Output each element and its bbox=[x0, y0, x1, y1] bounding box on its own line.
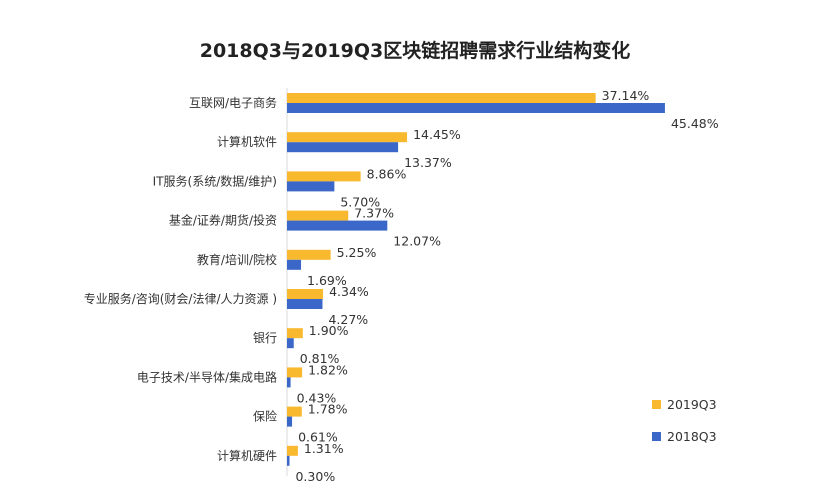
data-label-2018Q3: 0.81% bbox=[300, 351, 340, 366]
category-label: 基金/证券/期货/投资 bbox=[169, 213, 277, 228]
data-label-2018Q3: 4.27% bbox=[328, 312, 368, 327]
legend-label-2019Q3: 2019Q3 bbox=[667, 397, 717, 412]
category-label: 电子技术/半导体/集成电路 bbox=[137, 369, 277, 384]
chart-title: 2018Q3与2019Q3区块链招聘需求行业结构变化 bbox=[199, 40, 631, 62]
data-label-2019Q3: 7.37% bbox=[354, 206, 394, 221]
data-label-2019Q3: 1.78% bbox=[308, 402, 348, 417]
bar-2018Q3 bbox=[287, 259, 302, 270]
data-label-2019Q3: 1.90% bbox=[309, 323, 349, 338]
bar-2019Q3 bbox=[287, 367, 303, 378]
data-label-2019Q3: 1.31% bbox=[304, 441, 344, 456]
bar-2018Q3 bbox=[287, 416, 293, 427]
data-label-2018Q3: 45.48% bbox=[671, 116, 719, 131]
bar-2019Q3 bbox=[287, 93, 596, 103]
bar-2019Q3 bbox=[287, 445, 298, 456]
data-label-2019Q3: 37.14% bbox=[602, 88, 650, 103]
bar-2018Q3 bbox=[287, 455, 290, 466]
bar-2019Q3 bbox=[287, 210, 349, 221]
legend-swatch-2018Q3 bbox=[652, 432, 661, 441]
data-label-2019Q3: 5.25% bbox=[337, 245, 377, 260]
category-label: 银行 bbox=[253, 331, 277, 345]
bar-2018Q3 bbox=[287, 103, 665, 113]
bar-2019Q3 bbox=[287, 171, 361, 182]
bar-2018Q3 bbox=[287, 338, 294, 349]
data-label-2019Q3: 8.86% bbox=[367, 166, 407, 181]
data-label-2018Q3: 0.43% bbox=[297, 390, 337, 405]
data-label-2019Q3: 14.45% bbox=[413, 127, 461, 142]
data-label-2018Q3: 12.07% bbox=[393, 234, 441, 249]
category-label: 专业服务/咨询(财会/法律/人力资源 ) bbox=[84, 291, 277, 306]
data-label-2018Q3: 0.30% bbox=[295, 469, 335, 484]
data-label-2018Q3: 5.70% bbox=[340, 194, 380, 209]
data-label-2018Q3: 1.69% bbox=[307, 273, 347, 288]
bar-2018Q3 bbox=[287, 181, 335, 192]
category-label: 计算机软件 bbox=[217, 134, 277, 149]
data-label-2019Q3: 1.82% bbox=[308, 362, 348, 377]
category-label: IT服务(系统/数据/维护) bbox=[153, 173, 277, 188]
category-label: 教育/培训/院校 bbox=[197, 252, 277, 267]
legend-label-2018Q3: 2018Q3 bbox=[667, 429, 717, 444]
bar-2019Q3 bbox=[287, 406, 302, 417]
bar-2018Q3 bbox=[287, 220, 388, 231]
bar-2019Q3 bbox=[287, 132, 408, 143]
data-label-2018Q3: 13.37% bbox=[404, 155, 452, 170]
bar-2018Q3 bbox=[287, 142, 399, 153]
category-label: 互联网/电子商务 bbox=[189, 95, 277, 110]
category-label: 保险 bbox=[253, 409, 277, 424]
legend-swatch-2019Q3 bbox=[652, 400, 661, 409]
bar-2018Q3 bbox=[287, 377, 291, 388]
bar-2019Q3 bbox=[287, 328, 303, 339]
bar-2018Q3 bbox=[287, 299, 323, 309]
bar-2019Q3 bbox=[287, 249, 331, 260]
bar-2019Q3 bbox=[287, 289, 324, 299]
data-label-2018Q3: 0.61% bbox=[298, 430, 338, 445]
data-label-2019Q3: 4.34% bbox=[329, 284, 369, 299]
category-label: 计算机硬件 bbox=[217, 448, 277, 463]
